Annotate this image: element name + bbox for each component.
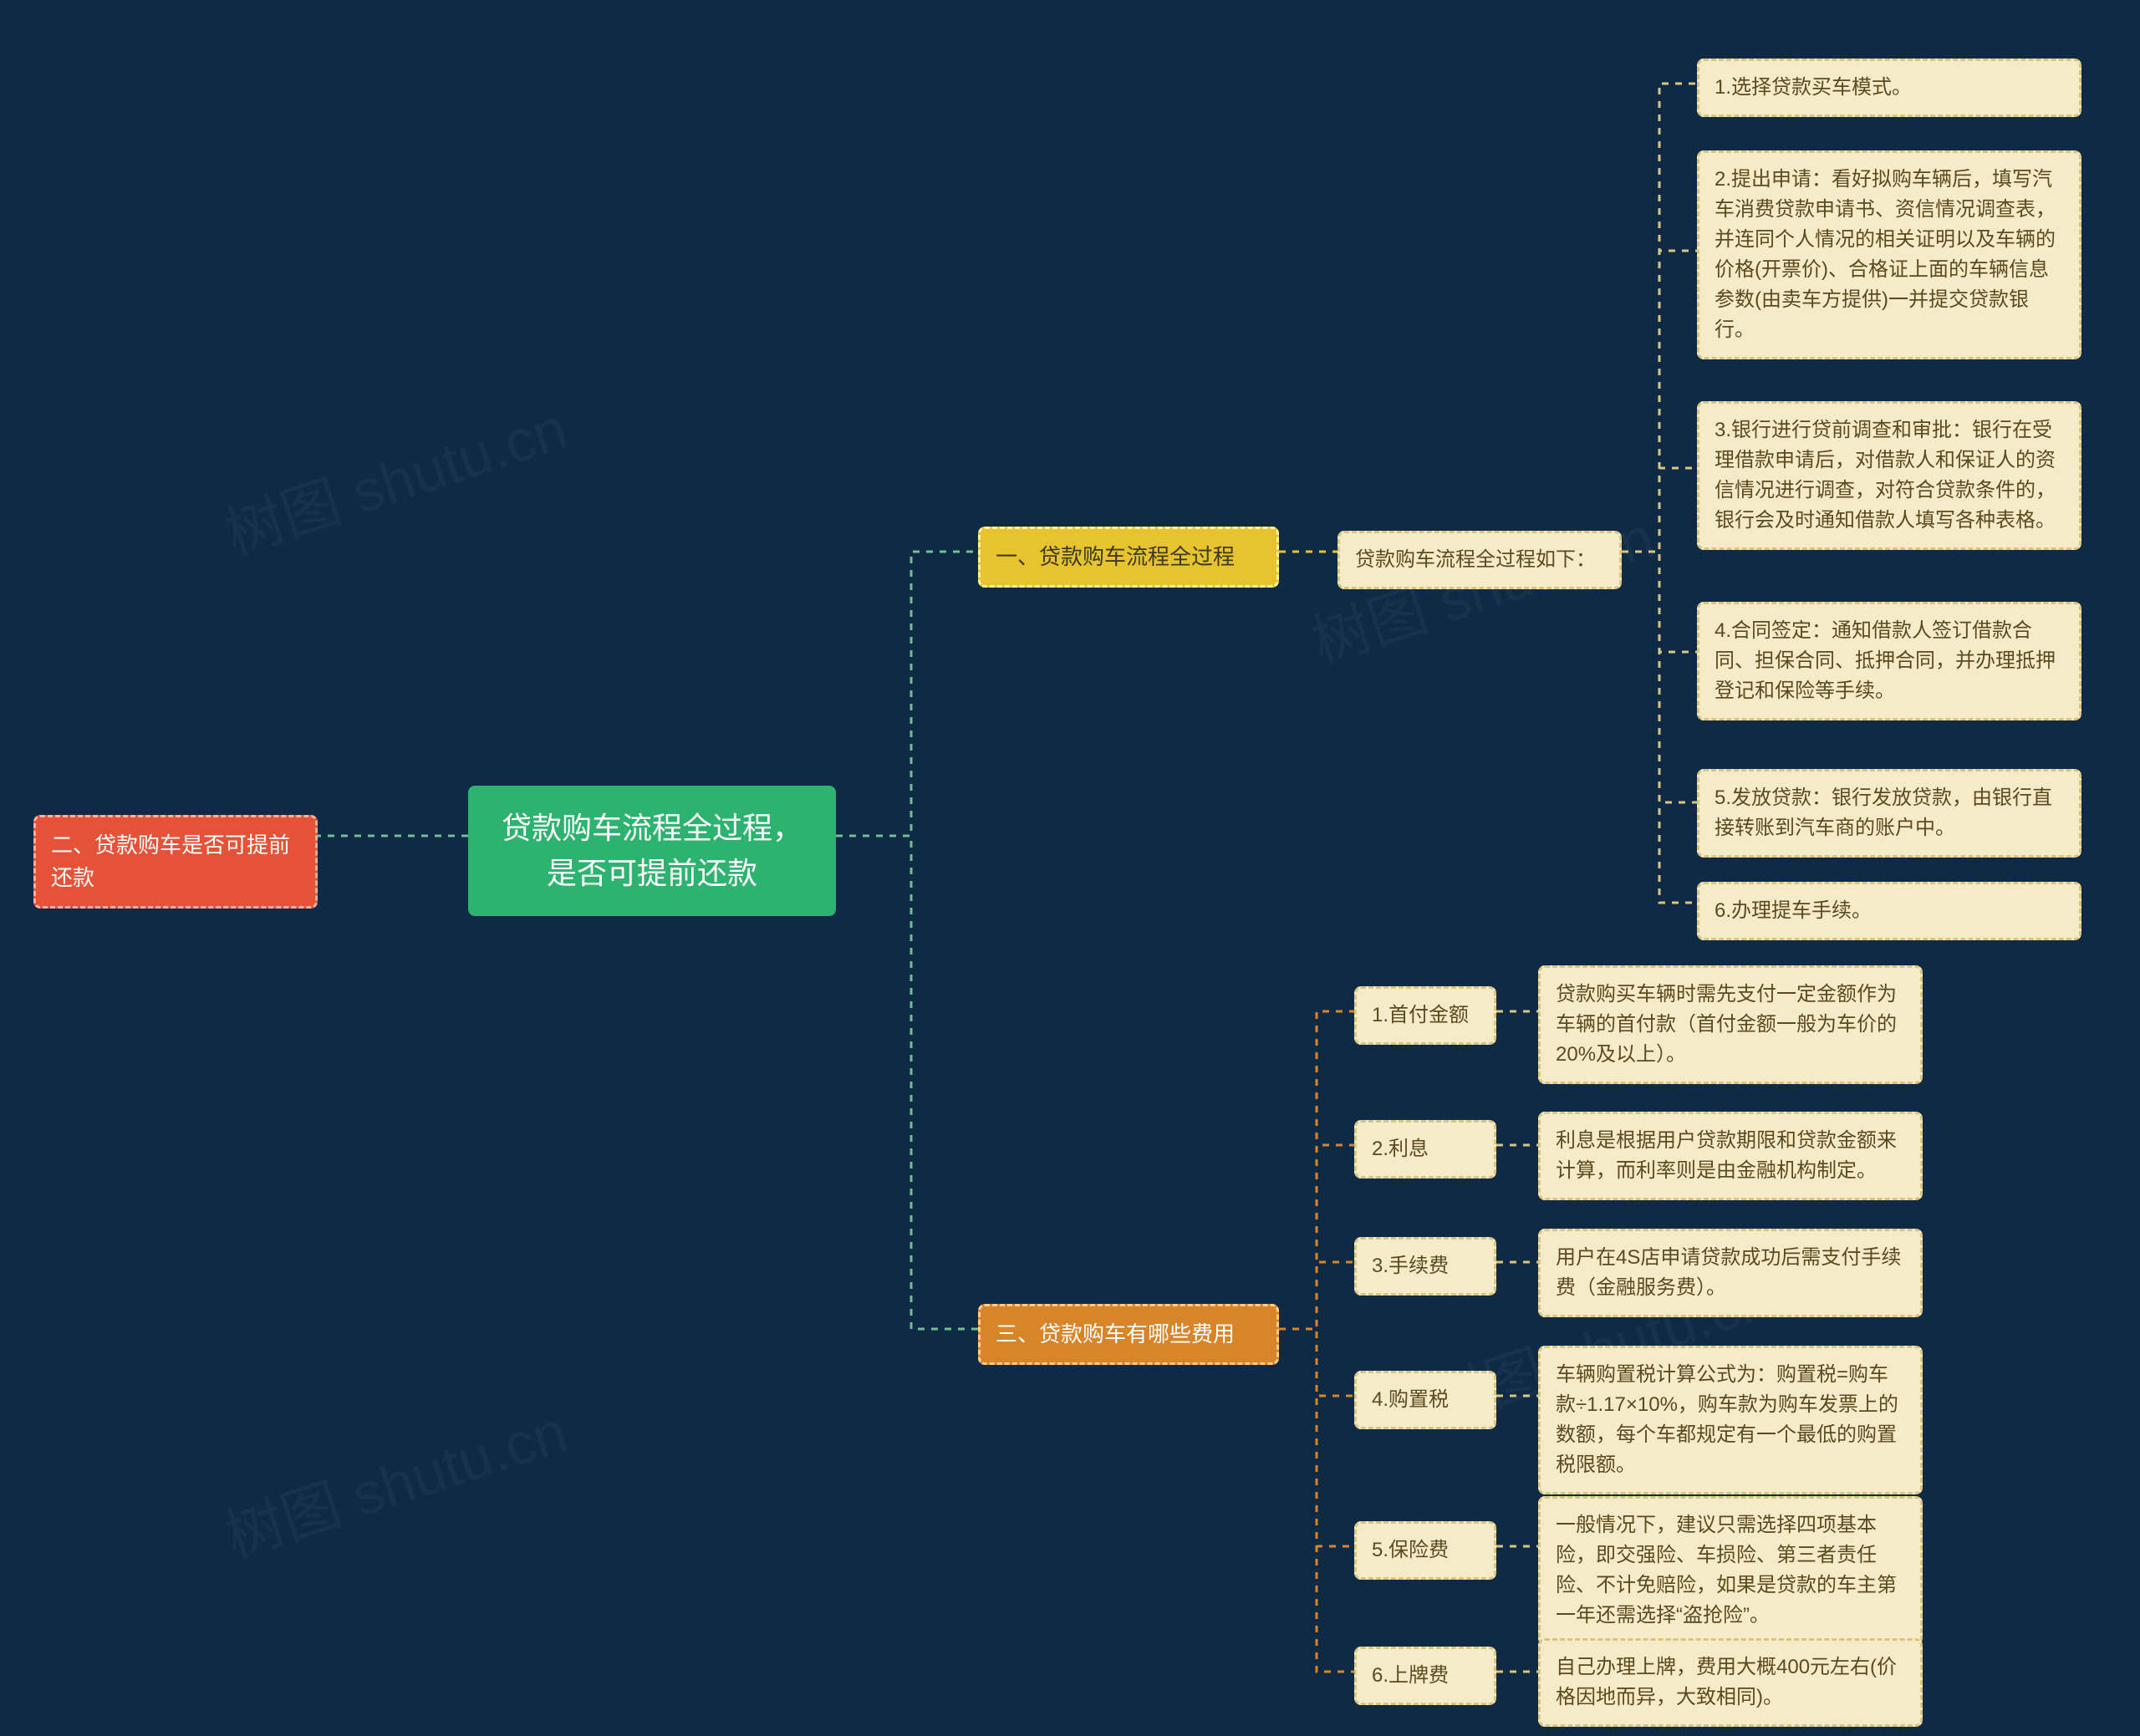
branch-3-key-2[interactable]: 2.利息 bbox=[1354, 1120, 1496, 1179]
branch-1-item-3[interactable]: 3.银行进行贷前调查和审批：银行在受理借款申请后，对借款人和保证人的资信情况进行… bbox=[1697, 401, 2081, 550]
branch-3-val-4[interactable]: 车辆购置税计算公式为：购置税=购车款÷1.17×10%，购车款为购车发票上的数额… bbox=[1538, 1346, 1923, 1494]
branch-1-item-5[interactable]: 5.发放贷款：银行发放贷款，由银行直接转账到汽车商的账户中。 bbox=[1697, 769, 2081, 858]
branch-1[interactable]: 一、贷款购车流程全过程 bbox=[978, 527, 1279, 588]
branch-3-key-1[interactable]: 1.首付金额 bbox=[1354, 986, 1496, 1045]
watermark: 树图 shutu.cn bbox=[213, 382, 577, 572]
root-node[interactable]: 贷款购车流程全过程，是否可提前还款 bbox=[468, 786, 836, 916]
branch-3-key-3[interactable]: 3.手续费 bbox=[1354, 1237, 1496, 1296]
branch-3-val-6[interactable]: 自己办理上牌，费用大概400元左右(价格因地而异，大致相同)。 bbox=[1538, 1638, 1923, 1727]
branch-3-key-5[interactable]: 5.保险费 bbox=[1354, 1521, 1496, 1580]
branch-1-item-1[interactable]: 1.选择贷款买车模式。 bbox=[1697, 59, 2081, 117]
branch-1-item-2[interactable]: 2.提出申请：看好拟购车辆后，填写汽车消费贷款申请书、资信情况调查表，并连同个人… bbox=[1697, 150, 2081, 359]
branch-1-item-4[interactable]: 4.合同签定：通知借款人签订借款合同、担保合同、抵押合同，并办理抵押登记和保险等… bbox=[1697, 602, 2081, 720]
branch-3-val-5[interactable]: 一般情况下，建议只需选择四项基本险，即交强险、车损险、第三者责任险、不计免赔险，… bbox=[1538, 1496, 1923, 1645]
branch-2[interactable]: 二、贷款购车是否可提前还款 bbox=[33, 815, 318, 909]
branch-1-item-6[interactable]: 6.办理提车手续。 bbox=[1697, 882, 2081, 940]
branch-1-sub[interactable]: 贷款购车流程全过程如下： bbox=[1338, 531, 1622, 589]
branch-3-val-1[interactable]: 贷款购买车辆时需先支付一定金额作为车辆的首付款（首付金额一般为车价的20%及以上… bbox=[1538, 965, 1923, 1084]
branch-3-val-2[interactable]: 利息是根据用户贷款期限和贷款金额来计算，而利率则是由金融机构制定。 bbox=[1538, 1112, 1923, 1200]
branch-3-key-4[interactable]: 4.购置税 bbox=[1354, 1371, 1496, 1429]
branch-3-val-3[interactable]: 用户在4S店申请贷款成功后需支付手续费（金融服务费）。 bbox=[1538, 1229, 1923, 1317]
watermark: 树图 shutu.cn bbox=[213, 1385, 577, 1575]
branch-3[interactable]: 三、贷款购车有哪些费用 bbox=[978, 1304, 1279, 1365]
branch-3-key-6[interactable]: 6.上牌费 bbox=[1354, 1647, 1496, 1705]
